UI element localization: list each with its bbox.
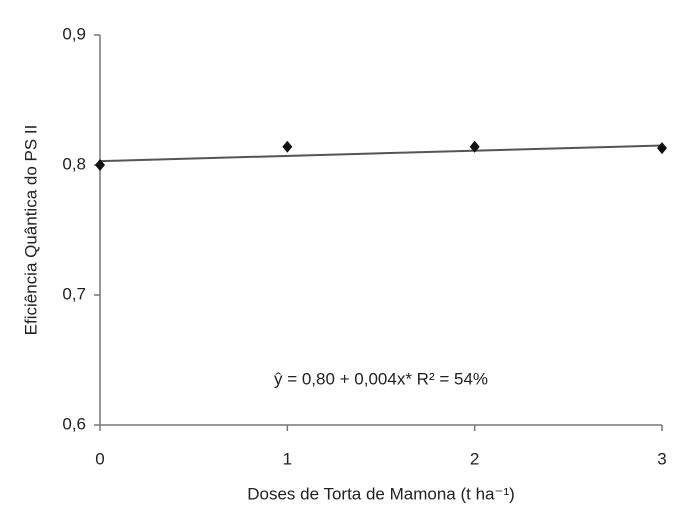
- x-tick-label: 3: [657, 449, 666, 468]
- x-tick-label: 1: [283, 449, 292, 468]
- trend-line: [99, 144, 663, 163]
- equation-annotation: ŷ = 0,80 + 0,004x* R² = 54%: [274, 369, 488, 388]
- y-tick-label: 0,9: [62, 24, 86, 43]
- data-point: [95, 159, 105, 171]
- y-tick-label: 0,8: [62, 154, 86, 173]
- data-point: [657, 142, 667, 155]
- x-axis-label: Doses de Torta de Mamona (t ha⁻¹): [247, 484, 515, 503]
- x-tick-label: 2: [470, 449, 479, 468]
- data-point: [469, 140, 480, 153]
- x-tick-label: 0: [95, 449, 104, 468]
- y-tick-label: 0,6: [62, 414, 86, 433]
- y-tick-label: 0,7: [62, 284, 86, 303]
- y-axis-label: Eficiência Quântica do PS II: [21, 125, 40, 336]
- data-point: [282, 140, 293, 153]
